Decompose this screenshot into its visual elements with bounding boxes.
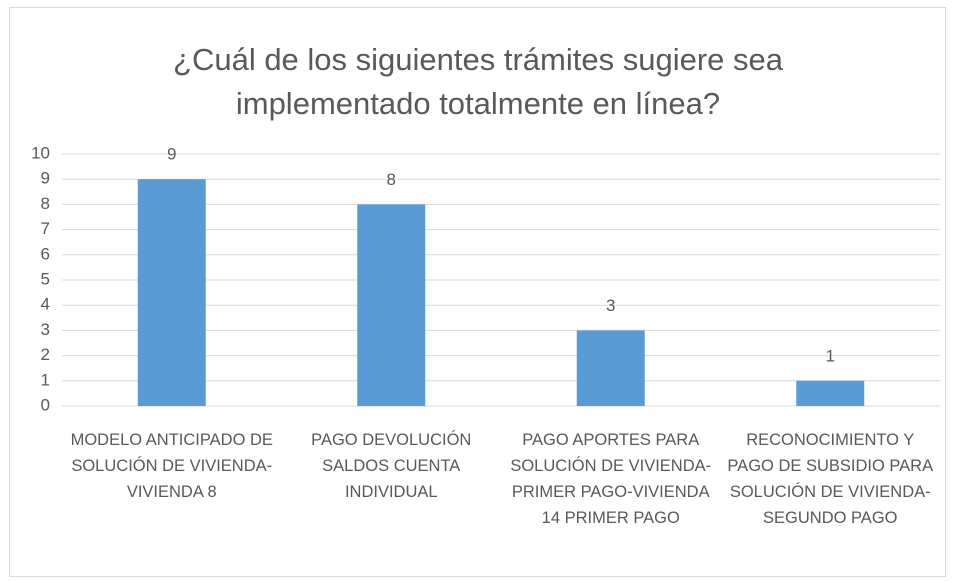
data-label: 3 <box>606 296 615 315</box>
y-tick-label: 8 <box>41 194 50 213</box>
y-tick-label: 7 <box>41 219 50 238</box>
chart-frame <box>9 7 946 577</box>
x-tick-label: PAGO DEVOLUCIÓN SALDOS CUENTA INDIVIDUAL <box>311 431 472 501</box>
y-tick-label: 2 <box>41 345 50 364</box>
y-tick-label: 3 <box>41 320 50 339</box>
x-tick-label: PAGO APORTES PARA SOLUCIÓN DE VIVIENDA-P… <box>510 431 712 527</box>
data-label: 8 <box>387 170 396 189</box>
x-tick-label: RECONOCIMIENTO Y PAGO DE SUBSIDIO PARA S… <box>727 431 934 527</box>
bar <box>357 204 426 406</box>
bar <box>796 380 865 406</box>
data-label: 1 <box>826 346 835 365</box>
y-tick-label: 6 <box>41 244 50 263</box>
bar <box>576 330 645 406</box>
y-tick-label: 9 <box>41 169 50 188</box>
y-tick-label: 4 <box>41 295 50 314</box>
bar <box>137 179 206 406</box>
y-tick-label: 1 <box>41 370 50 389</box>
y-tick-label: 10 <box>31 143 50 162</box>
y-tick-label: 0 <box>41 395 50 414</box>
y-tick-label: 5 <box>41 269 50 288</box>
chart-title: ¿Cuál de los siguientes trámites sugiere… <box>173 42 783 121</box>
x-tick-label: MODELO ANTICIPADO DE SOLUCIÓN DE VIVIEND… <box>70 431 273 501</box>
data-label: 9 <box>167 145 176 164</box>
